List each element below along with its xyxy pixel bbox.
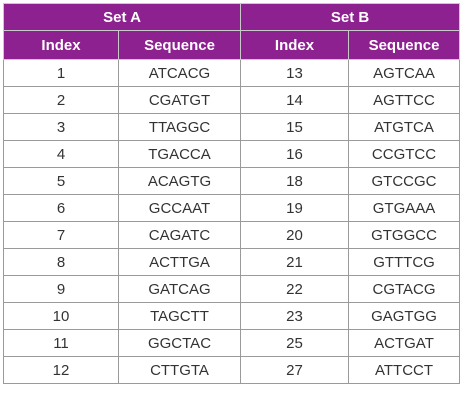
table-row: 12 CTTGTA 27 ATTCCT <box>3 356 461 384</box>
set-b-sequence-header: Sequence <box>348 30 461 60</box>
set-b-sequence-cell: GTTTCG <box>348 248 461 276</box>
set-b-sequence-cell: GAGTGG <box>348 302 461 330</box>
set-a-sequence-cell: CGATGT <box>117 86 242 114</box>
table-row: 10 TAGCTT 23 GAGTGG <box>3 302 461 330</box>
set-header-row: Set A Set B <box>2 3 461 31</box>
set-b-sequence-cell: ATGTCA <box>348 113 461 141</box>
table-row: 7 CAGATC 20 GTGGCC <box>3 221 461 249</box>
index-table-container: Set A Set B Index Sequence Index Sequenc… <box>2 3 461 384</box>
set-b-index-cell: 25 <box>240 329 350 357</box>
set-a-sequence-cell: ACTTGA <box>117 248 242 276</box>
set-b-sequence-cell: ATTCCT <box>348 356 461 384</box>
set-b-sequence-cell: GTGGCC <box>348 221 461 249</box>
table-row: 4 TGACCA 16 CCGTCC <box>3 140 461 168</box>
set-b-index-cell: 14 <box>240 86 350 114</box>
set-b-sequence-cell: CGTACG <box>348 275 461 303</box>
set-b-index-cell: 20 <box>240 221 350 249</box>
set-a-index-cell: 7 <box>3 221 119 249</box>
set-b-header: Set B <box>240 3 461 31</box>
table-row: 8 ACTTGA 21 GTTTCG <box>3 248 461 276</box>
table-row: 9 GATCAG 22 CGTACG <box>3 275 461 303</box>
set-b-sequence-cell: ACTGAT <box>348 329 461 357</box>
set-a-sequence-cell: CTTGTA <box>117 356 242 384</box>
set-b-index-cell: 21 <box>240 248 350 276</box>
column-header-row: Index Sequence Index Sequence <box>3 30 461 60</box>
set-a-sequence-cell: TAGCTT <box>117 302 242 330</box>
set-a-index-cell: 11 <box>3 329 119 357</box>
set-a-sequence-header: Sequence <box>117 30 242 60</box>
set-a-sequence-cell: ATCACG <box>117 59 242 87</box>
set-a-index-cell: 9 <box>3 275 119 303</box>
set-a-header: Set A <box>2 3 242 31</box>
set-a-sequence-cell: TGACCA <box>117 140 242 168</box>
set-a-index-cell: 3 <box>3 113 119 141</box>
set-a-index-cell: 2 <box>3 86 119 114</box>
table-body: 1 ATCACG 13 AGTCAA 2 CGATGT 14 AGTTCC 3 TTAGGC 15 A… <box>3 59 461 384</box>
table-row: 6 GCCAAT 19 GTGAAA <box>3 194 461 222</box>
set-a-index-cell: 4 <box>3 140 119 168</box>
table-row: 3 TTAGGC 15 ATGTCA <box>3 113 461 141</box>
set-a-sequence-cell: GCCAAT <box>117 194 242 222</box>
set-a-index-header: Index <box>3 30 119 60</box>
table-row: 2 CGATGT 14 AGTTCC <box>3 86 461 114</box>
table-row: 5 ACAGTG 18 GTCCGC <box>3 167 461 195</box>
set-b-index-cell: 27 <box>240 356 350 384</box>
set-a-sequence-cell: GGCTAC <box>117 329 242 357</box>
set-a-sequence-cell: GATCAG <box>117 275 242 303</box>
set-b-sequence-cell: GTGAAA <box>348 194 461 222</box>
set-b-sequence-cell: CCGTCC <box>348 140 461 168</box>
set-b-index-header: Index <box>240 30 350 60</box>
table-row: 1 ATCACG 13 AGTCAA <box>3 59 461 87</box>
set-b-index-cell: 18 <box>240 167 350 195</box>
set-b-sequence-cell: GTCCGC <box>348 167 461 195</box>
set-b-index-cell: 23 <box>240 302 350 330</box>
set-b-index-cell: 19 <box>240 194 350 222</box>
set-b-index-cell: 22 <box>240 275 350 303</box>
set-a-index-cell: 12 <box>3 356 119 384</box>
set-a-index-cell: 10 <box>3 302 119 330</box>
set-b-sequence-cell: AGTCAA <box>348 59 461 87</box>
set-b-index-cell: 16 <box>240 140 350 168</box>
set-a-sequence-cell: CAGATC <box>117 221 242 249</box>
set-a-sequence-cell: TTAGGC <box>117 113 242 141</box>
set-a-index-cell: 8 <box>3 248 119 276</box>
set-a-index-cell: 6 <box>3 194 119 222</box>
set-b-index-cell: 15 <box>240 113 350 141</box>
index-sequence-table: Set A Set B Index Sequence Index Sequenc… <box>2 3 461 384</box>
set-a-index-cell: 1 <box>3 59 119 87</box>
set-b-index-cell: 13 <box>240 59 350 87</box>
set-b-sequence-cell: AGTTCC <box>348 86 461 114</box>
set-a-index-cell: 5 <box>3 167 119 195</box>
set-a-sequence-cell: ACAGTG <box>117 167 242 195</box>
table-row: 11 GGCTAC 25 ACTGAT <box>3 329 461 357</box>
